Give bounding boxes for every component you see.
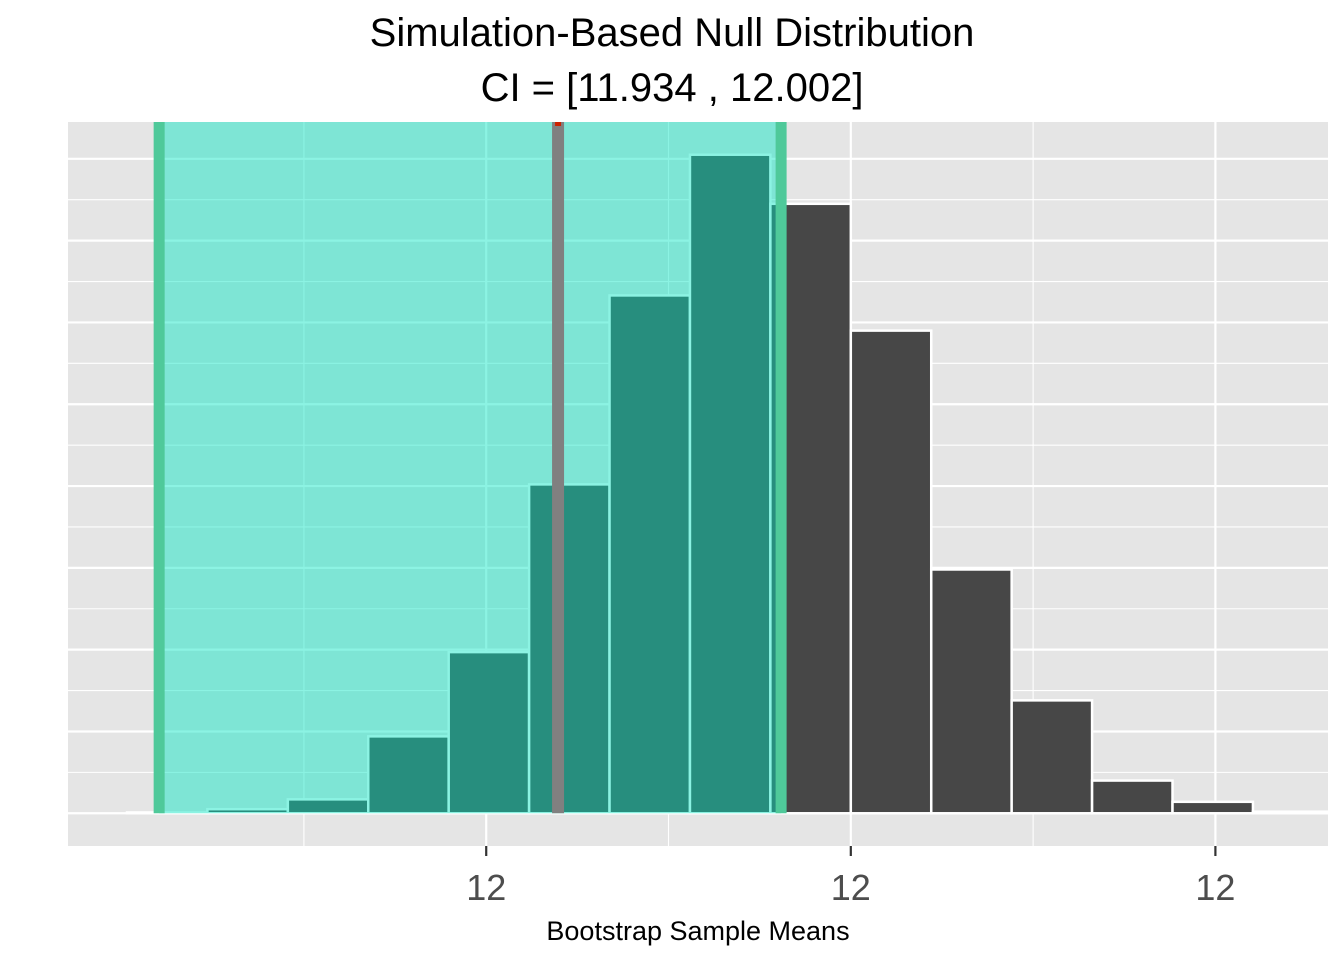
x-axis-ticks: 12 12 12 bbox=[466, 846, 1235, 908]
histogram-bar bbox=[1171, 800, 1255, 815]
x-tick-label: 12 bbox=[466, 867, 506, 908]
chart-subtitle: CI = [11.934 , 12.002] bbox=[480, 66, 864, 110]
x-tick-label: 12 bbox=[1195, 867, 1235, 908]
x-tick-label: 12 bbox=[831, 867, 871, 908]
histogram-bar bbox=[1090, 779, 1174, 815]
ci-shaded-region bbox=[159, 122, 782, 814]
histogram-bar bbox=[1010, 699, 1094, 815]
x-axis-label: Bootstrap Sample Means bbox=[546, 916, 849, 946]
ci-shade bbox=[159, 122, 782, 814]
histogram-bar bbox=[1251, 810, 1335, 815]
chart-title: Simulation-Based Null Distribution bbox=[369, 11, 975, 55]
histogram-bar bbox=[447, 650, 531, 815]
reference-lines bbox=[153, 122, 787, 814]
histogram-bar bbox=[929, 568, 1013, 815]
histogram-bar bbox=[849, 329, 933, 815]
observed-line-accent bbox=[555, 122, 562, 126]
histogram-bar bbox=[688, 153, 772, 815]
histogram-bar bbox=[608, 294, 692, 815]
histogram-bar bbox=[367, 735, 450, 815]
